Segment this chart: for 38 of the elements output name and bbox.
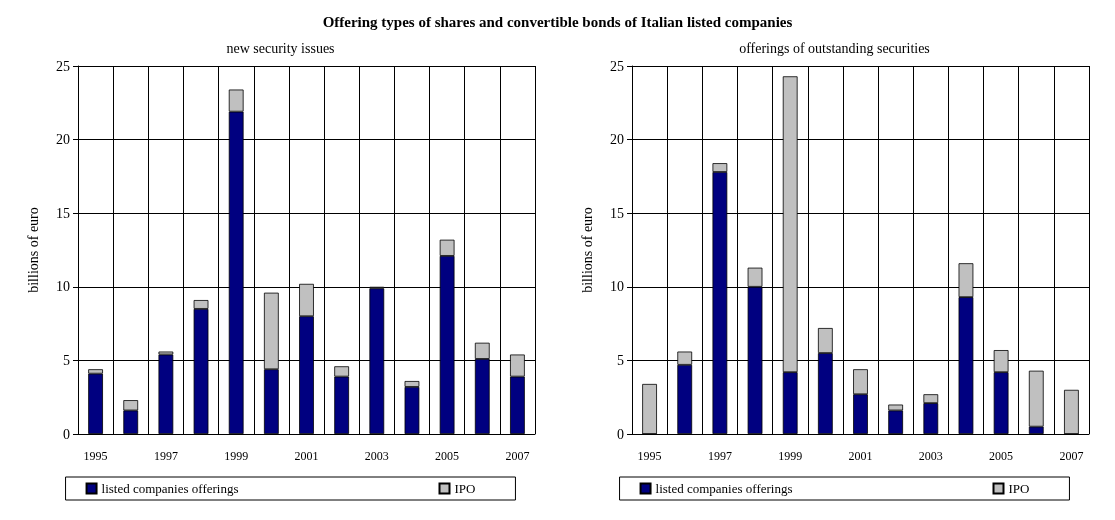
x-tick-label: 2005 [989,449,1014,463]
y-tick-label: 20 [610,132,624,148]
x-tick-label: 1999 [224,449,249,463]
x-tick-label: 1999 [778,449,803,463]
legend-label: listed companies offerings [101,481,239,496]
y-tick-label: 15 [56,205,70,221]
legend-label: IPO [1008,481,1030,496]
y-tick-label: 10 [56,279,70,295]
y-tick-label: 5 [617,352,624,368]
legend-label: listed companies offerings [655,481,793,496]
chart-subtitle: new security issues [226,40,335,56]
x-tick-label: 2005 [435,449,460,463]
y-tick-label: 20 [56,132,70,148]
x-tick-label: 1995 [637,449,662,463]
y-tick-label: 15 [610,205,624,221]
legend-label: IPO [454,481,476,496]
chart-title: Offering types of shares and convertible bonds of Italian listed companies [321,13,794,32]
y-tick-label: 10 [610,279,624,295]
y-tick-label: 25 [56,58,70,74]
x-tick-label: 2007 [1059,449,1084,463]
chart-subtitle: offerings of outstanding securities [739,40,930,56]
x-tick-label: 2001 [294,449,319,463]
y-axis-title: billions of euro [579,207,595,293]
x-tick-label: 1997 [153,449,178,463]
x-tick-label: 1995 [83,449,108,463]
y-tick-label: 0 [63,426,70,442]
x-tick-label: 2003 [364,449,389,463]
bar [1064,389,1079,434]
y-tick-label: 25 [610,58,624,74]
x-tick-label: 1997 [707,449,732,463]
x-tick-label: 2003 [918,449,943,463]
x-tick-label: 2007 [505,449,530,463]
bar [642,383,657,434]
y-tick-label: 0 [617,426,624,442]
y-tick-label: 5 [63,352,70,368]
x-tick-label: 2001 [848,449,873,463]
bar [88,373,103,434]
y-axis-title: billions of euro [25,207,41,293]
